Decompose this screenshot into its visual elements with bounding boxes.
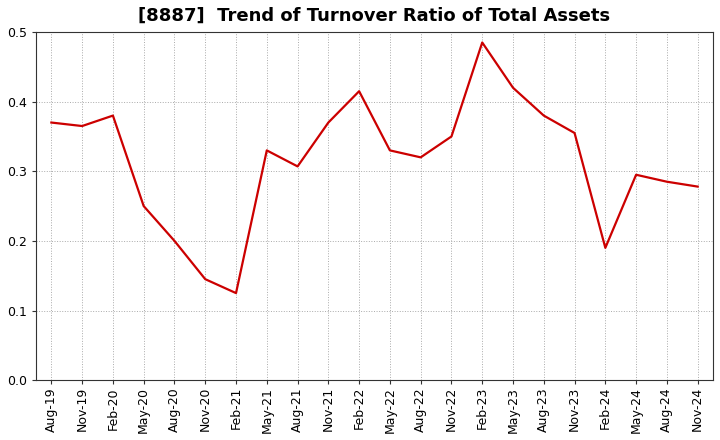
Title: [8887]  Trend of Turnover Ratio of Total Assets: [8887] Trend of Turnover Ratio of Total … xyxy=(138,7,611,25)
